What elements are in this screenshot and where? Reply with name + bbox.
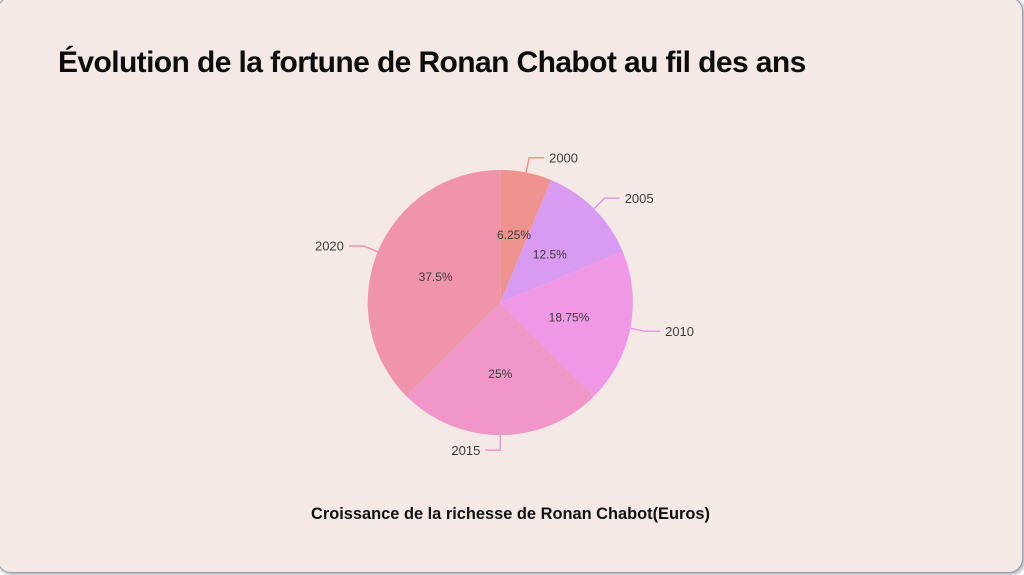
svg-text:2010: 2010 [665,324,694,339]
svg-text:2015: 2015 [451,443,480,458]
svg-text:25%: 25% [488,367,512,381]
svg-text:37.5%: 37.5% [419,270,453,284]
svg-text:18.75%: 18.75% [549,311,590,325]
svg-text:2000: 2000 [549,150,578,165]
svg-text:6.25%: 6.25% [497,228,531,242]
svg-text:2020: 2020 [315,239,344,254]
svg-text:2005: 2005 [625,191,654,206]
svg-text:12.5%: 12.5% [533,247,567,261]
